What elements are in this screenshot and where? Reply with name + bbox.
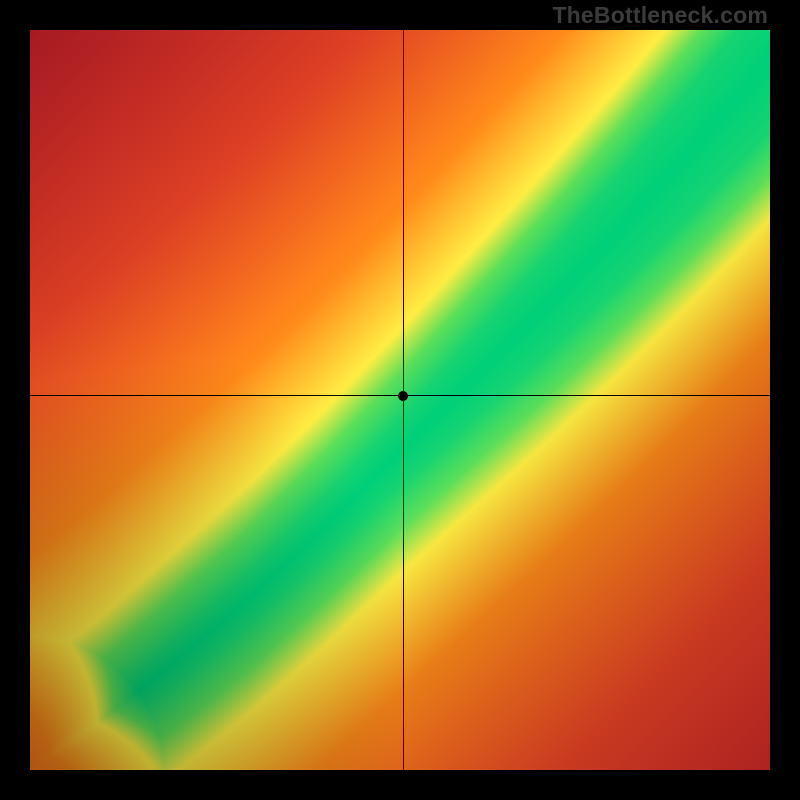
crosshair-marker [398,391,408,401]
watermark-text: TheBottleneck.com [552,2,768,29]
heatmap-plot [30,30,770,770]
